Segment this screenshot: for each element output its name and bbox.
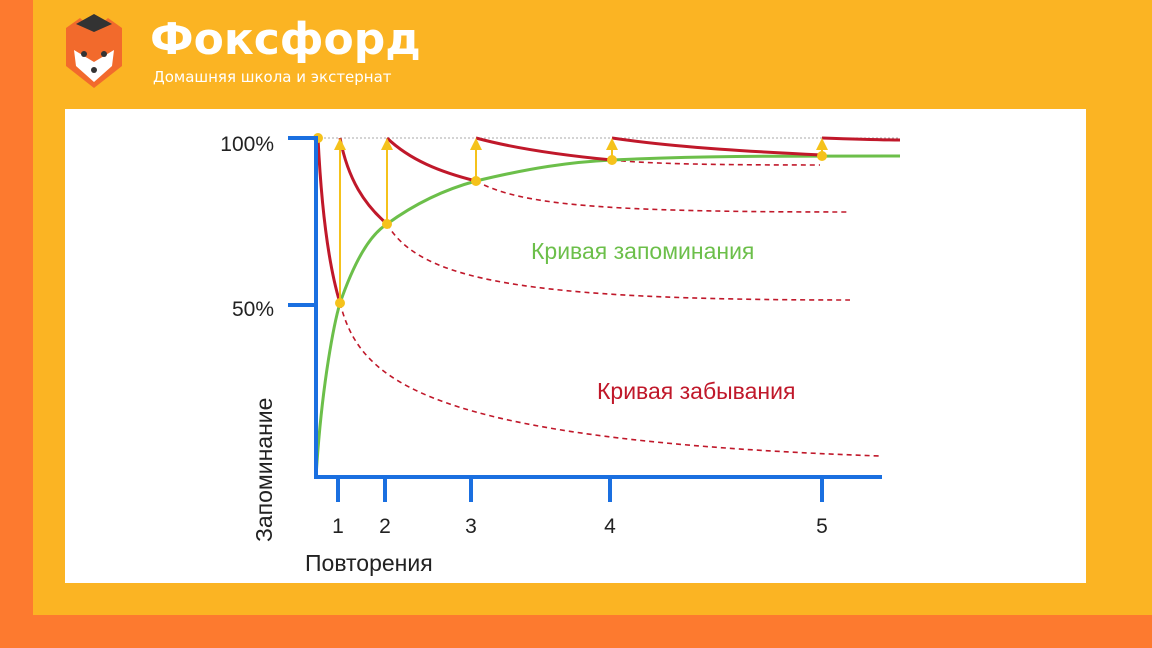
x-tick-label: 5 bbox=[816, 515, 828, 538]
x-axis-label: Повторения bbox=[305, 550, 433, 576]
diagram bbox=[288, 133, 901, 502]
forgetting-curve-label: Кривая забывания bbox=[597, 378, 795, 404]
brand-tagline: Домашняя школа и экстернат bbox=[153, 68, 392, 86]
y-tick-label: 100% bbox=[220, 133, 274, 156]
y-tick-label: 50% bbox=[232, 298, 274, 321]
logo-icon bbox=[66, 14, 122, 88]
x-tick-label: 4 bbox=[604, 515, 616, 538]
memory-curve-label: Кривая запоминания bbox=[531, 238, 754, 264]
chart-card bbox=[65, 109, 1086, 583]
y-axis-label: Запоминание bbox=[251, 398, 277, 542]
x-tick-label: 2 bbox=[379, 515, 391, 538]
x-tick-label: 1 bbox=[332, 515, 344, 538]
x-tick-label: 3 bbox=[465, 515, 477, 538]
brand-name: Фоксфорд bbox=[150, 14, 421, 65]
